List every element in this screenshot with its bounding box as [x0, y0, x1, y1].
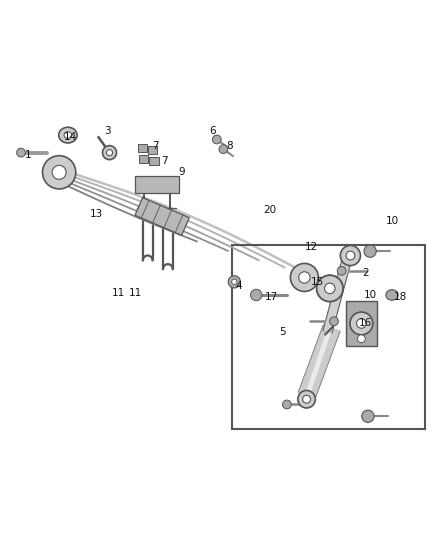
Bar [232, 245, 425, 429]
Text: 16: 16 [359, 318, 372, 328]
Ellipse shape [59, 127, 77, 143]
Circle shape [317, 275, 343, 302]
Circle shape [325, 283, 335, 294]
Bar [138, 144, 147, 152]
Text: 15: 15 [311, 277, 324, 287]
Circle shape [362, 410, 374, 423]
Text: 1: 1 [25, 150, 32, 160]
Circle shape [350, 312, 373, 335]
Text: 10: 10 [364, 290, 377, 300]
Circle shape [357, 319, 366, 328]
Circle shape [364, 245, 376, 257]
Circle shape [52, 165, 66, 179]
Text: 18: 18 [394, 292, 407, 302]
Circle shape [298, 391, 315, 408]
Circle shape [357, 335, 365, 343]
Bar [139, 155, 148, 163]
Text: 9: 9 [178, 167, 185, 177]
Circle shape [340, 246, 360, 265]
Text: 6: 6 [209, 126, 216, 136]
Circle shape [303, 395, 311, 403]
Text: 8: 8 [226, 141, 233, 151]
Circle shape [228, 276, 240, 288]
Circle shape [17, 148, 25, 157]
Text: 11: 11 [112, 288, 125, 298]
Circle shape [283, 400, 291, 409]
Bar [148, 147, 157, 155]
Circle shape [325, 283, 335, 294]
Circle shape [251, 289, 262, 301]
Text: 10: 10 [385, 215, 399, 225]
Text: 14: 14 [64, 132, 77, 142]
Circle shape [337, 266, 346, 275]
Ellipse shape [64, 132, 72, 139]
Circle shape [232, 279, 237, 285]
Circle shape [290, 263, 318, 292]
Circle shape [299, 272, 310, 283]
Text: 7: 7 [161, 156, 168, 166]
Circle shape [219, 145, 228, 154]
Circle shape [102, 146, 117, 159]
Bar [135, 176, 179, 192]
Ellipse shape [386, 290, 398, 300]
Text: 3: 3 [104, 126, 111, 136]
Bar [149, 157, 159, 165]
Circle shape [330, 317, 338, 326]
Circle shape [42, 156, 76, 189]
Circle shape [212, 135, 221, 144]
Text: 20: 20 [263, 205, 276, 215]
Circle shape [317, 275, 343, 302]
Text: 7: 7 [152, 141, 159, 151]
Text: 13: 13 [90, 209, 103, 219]
Circle shape [346, 251, 355, 260]
Text: 5: 5 [279, 327, 286, 337]
Bar [135, 198, 189, 236]
Text: 17: 17 [265, 292, 278, 302]
Text: 2: 2 [362, 268, 369, 278]
Text: 12: 12 [304, 242, 318, 252]
Polygon shape [346, 301, 377, 346]
Text: 4: 4 [235, 281, 242, 291]
Circle shape [106, 150, 113, 156]
Text: 11: 11 [129, 288, 142, 298]
